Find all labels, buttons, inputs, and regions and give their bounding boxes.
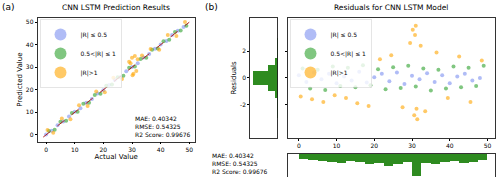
svg-text:50: 50 <box>484 142 492 149</box>
svg-text:2: 2 <box>242 47 246 54</box>
svg-text:30: 30 <box>26 63 34 70</box>
svg-text:0: 0 <box>297 142 301 149</box>
svg-text:20: 20 <box>26 86 34 93</box>
svg-text:|R| ≤ 0.5: |R| ≤ 0.5 <box>331 31 358 39</box>
svg-text:|R|>1: |R|>1 <box>331 69 348 77</box>
svg-text:0: 0 <box>44 146 48 153</box>
svg-text:MAE: 0.40342RMSE: 0.54325R2 Sc: MAE: 0.40342RMSE: 0.54325R2 Score: 0.996… <box>135 115 191 138</box>
svg-text:40: 40 <box>157 146 165 153</box>
svg-text:(a): (a) <box>2 2 15 12</box>
svg-text:0: 0 <box>30 131 34 138</box>
svg-text:0.5<|R| ≤ 1: 0.5<|R| ≤ 1 <box>81 50 117 58</box>
svg-text:-2: -2 <box>240 101 246 108</box>
svg-text:CNN LSTM Prediction Results: CNN LSTM Prediction Results <box>62 3 170 12</box>
svg-text:30: 30 <box>128 146 136 153</box>
svg-text:20: 20 <box>370 142 378 149</box>
svg-text:40: 40 <box>446 142 454 149</box>
svg-text:Residuals: Residuals <box>230 61 238 95</box>
svg-text:30: 30 <box>408 142 416 149</box>
svg-text:50: 50 <box>26 18 34 25</box>
svg-text:Predicted Value: Predicted Value <box>16 52 24 106</box>
svg-text:10: 10 <box>71 146 79 153</box>
svg-text:40: 40 <box>26 41 34 48</box>
svg-text:Residuals for CNN LSTM Model: Residuals for CNN LSTM Model <box>334 3 448 12</box>
svg-text:Actual Value: Actual Value <box>95 153 138 161</box>
svg-text:0.5<|R| ≤ 1: 0.5<|R| ≤ 1 <box>331 50 367 58</box>
svg-text:0: 0 <box>242 74 246 81</box>
svg-text:(b): (b) <box>205 2 218 12</box>
svg-text:10: 10 <box>333 142 341 149</box>
svg-text:|R|>1: |R|>1 <box>81 69 98 77</box>
svg-text:20: 20 <box>100 146 108 153</box>
svg-text:MAE: 0.40342RMSE: 0.54325R2 Sc: MAE: 0.40342RMSE: 0.54325R2 Score: 0.996… <box>212 152 268 175</box>
svg-text:|R| ≤ 0.5: |R| ≤ 0.5 <box>81 31 108 39</box>
svg-text:50: 50 <box>185 146 193 153</box>
svg-text:10: 10 <box>26 108 34 115</box>
